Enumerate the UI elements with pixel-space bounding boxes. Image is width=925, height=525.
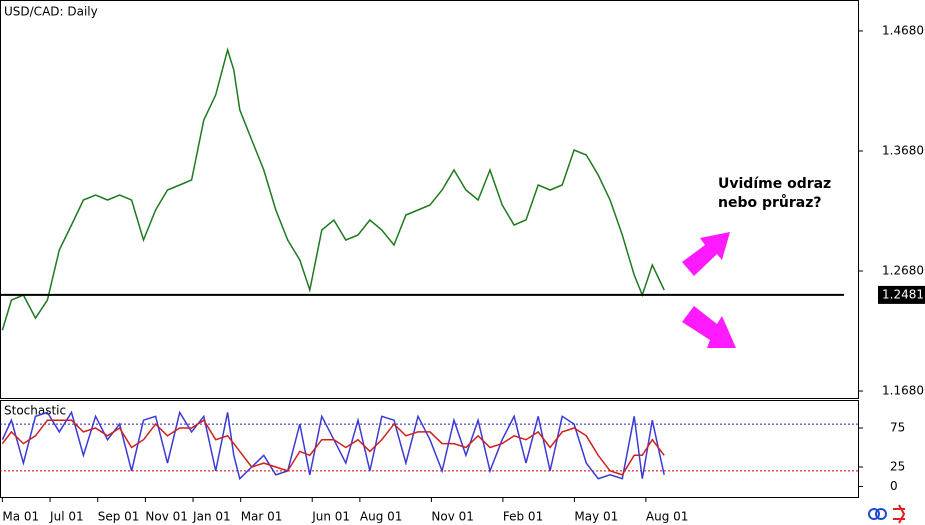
x-tick-label: Sep 01 <box>98 510 140 524</box>
y-tick-label: 1.3680 <box>882 143 924 157</box>
x-tick-label: Jan 01 <box>192 510 231 524</box>
x-tick-label: Aug 01 <box>360 510 403 524</box>
y-tick-label: 1.2680 <box>882 264 924 278</box>
y-tick-label: 0 <box>890 479 898 493</box>
toolbar-icons <box>868 504 906 524</box>
price-label: 1.2481 <box>882 287 924 301</box>
annotation: nebo průraz? <box>718 194 822 211</box>
x-tick-label: Feb 01 <box>503 510 543 524</box>
series-line <box>1 419 665 476</box>
chart-title: USD/CAD: Daily <box>4 5 98 19</box>
x-tick-label: Nov 01 <box>431 510 474 524</box>
x-tick-label: Jun 01 <box>311 510 350 524</box>
arrow-up <box>682 232 730 276</box>
x-tick-label: Jul 01 <box>49 510 84 524</box>
series-line <box>1 47 665 331</box>
y-tick-label: 75 <box>890 420 905 434</box>
x-tick-label: Nov 01 <box>145 510 188 524</box>
indicator-title: Stochastic <box>4 404 66 418</box>
price-label-box <box>878 285 925 304</box>
y-tick-label: 25 <box>890 459 905 473</box>
stochastic-panel <box>0 400 859 498</box>
x-tick-label: May 01 <box>574 510 618 524</box>
x-tick-label: Aug 01 <box>646 510 689 524</box>
x-tick-label: Ma 01 <box>2 510 39 524</box>
arrow-down <box>682 306 736 348</box>
y-tick-label: 1.1680 <box>882 384 924 398</box>
y-tick-label: 1.4680 <box>882 23 924 37</box>
annotation: Uvidíme odraz <box>718 176 831 192</box>
x-tick-label: Mar 01 <box>241 510 283 524</box>
